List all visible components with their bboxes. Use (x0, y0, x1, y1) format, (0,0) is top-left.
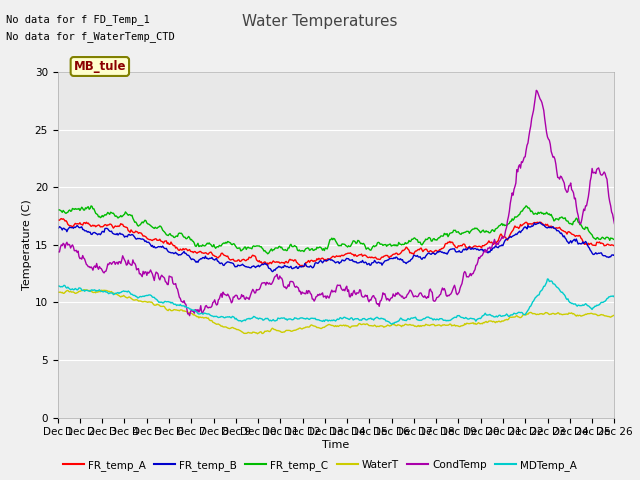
FR_temp_C (152, 225, 160, 231)
WaterT (81, 287, 88, 292)
CondTemp (383, 297, 390, 303)
WaterT (198, 315, 205, 321)
FR_temp_A (58, 216, 65, 221)
FR_temp_C (54, 207, 61, 213)
FR_temp_B (152, 245, 160, 251)
Text: No data for f FD_Temp_1: No data for f FD_Temp_1 (6, 14, 150, 25)
FR_temp_B (426, 251, 434, 257)
CondTemp (54, 249, 61, 254)
MDTemp_A (611, 293, 618, 299)
Y-axis label: Temperature (C): Temperature (C) (22, 199, 32, 290)
WaterT (308, 322, 316, 328)
Line: CondTemp: CondTemp (58, 90, 614, 316)
MDTemp_A (197, 311, 205, 316)
FR_temp_B (383, 258, 390, 264)
FR_temp_A (428, 248, 435, 254)
Line: FR_temp_A: FR_temp_A (58, 218, 614, 267)
FR_temp_B (611, 252, 618, 257)
X-axis label: Time: Time (323, 440, 349, 450)
MDTemp_A (543, 276, 551, 282)
FR_temp_A (384, 252, 392, 258)
WaterT (611, 312, 618, 318)
FR_temp_C (264, 251, 271, 257)
Line: WaterT: WaterT (58, 289, 614, 334)
FR_temp_C (307, 247, 314, 253)
CondTemp (532, 87, 540, 93)
FR_temp_B (307, 263, 314, 269)
WaterT (253, 331, 261, 336)
Line: FR_temp_B: FR_temp_B (58, 223, 614, 272)
FR_temp_A (299, 264, 307, 270)
Legend: FR_temp_A, FR_temp_B, FR_temp_C, WaterT, CondTemp, MDTemp_A: FR_temp_A, FR_temp_B, FR_temp_C, WaterT,… (59, 456, 581, 475)
Line: FR_temp_C: FR_temp_C (58, 206, 614, 254)
MDTemp_A (388, 321, 396, 327)
FR_temp_B (474, 246, 481, 252)
FR_temp_A (54, 217, 61, 223)
MDTemp_A (474, 316, 481, 322)
CondTemp (186, 313, 193, 319)
WaterT (428, 322, 435, 327)
Text: MB_tule: MB_tule (74, 60, 126, 73)
FR_temp_C (474, 227, 481, 232)
WaterT (475, 320, 483, 325)
FR_temp_A (198, 250, 205, 256)
FR_temp_B (197, 256, 205, 262)
FR_temp_A (308, 257, 316, 263)
CondTemp (152, 269, 160, 275)
Text: No data for f_WaterTemp_CTD: No data for f_WaterTemp_CTD (6, 31, 175, 42)
CondTemp (307, 291, 314, 297)
CondTemp (474, 259, 481, 265)
Text: Water Temperatures: Water Temperatures (243, 14, 397, 29)
Line: MDTemp_A: MDTemp_A (58, 279, 614, 324)
FR_temp_B (536, 220, 544, 226)
FR_temp_B (269, 269, 276, 275)
MDTemp_A (306, 316, 314, 322)
FR_temp_A (475, 243, 483, 249)
MDTemp_A (382, 318, 390, 324)
CondTemp (611, 221, 618, 227)
FR_temp_C (197, 243, 205, 249)
FR_temp_B (54, 226, 61, 231)
MDTemp_A (426, 315, 434, 321)
WaterT (153, 301, 161, 307)
FR_temp_C (426, 236, 434, 241)
FR_temp_C (383, 243, 390, 249)
CondTemp (426, 286, 434, 292)
FR_temp_C (611, 237, 618, 242)
MDTemp_A (152, 296, 160, 302)
CondTemp (198, 310, 205, 316)
FR_temp_C (522, 203, 530, 209)
WaterT (54, 289, 61, 295)
MDTemp_A (54, 283, 61, 288)
FR_temp_A (611, 243, 618, 249)
FR_temp_A (153, 238, 161, 243)
WaterT (384, 322, 392, 328)
